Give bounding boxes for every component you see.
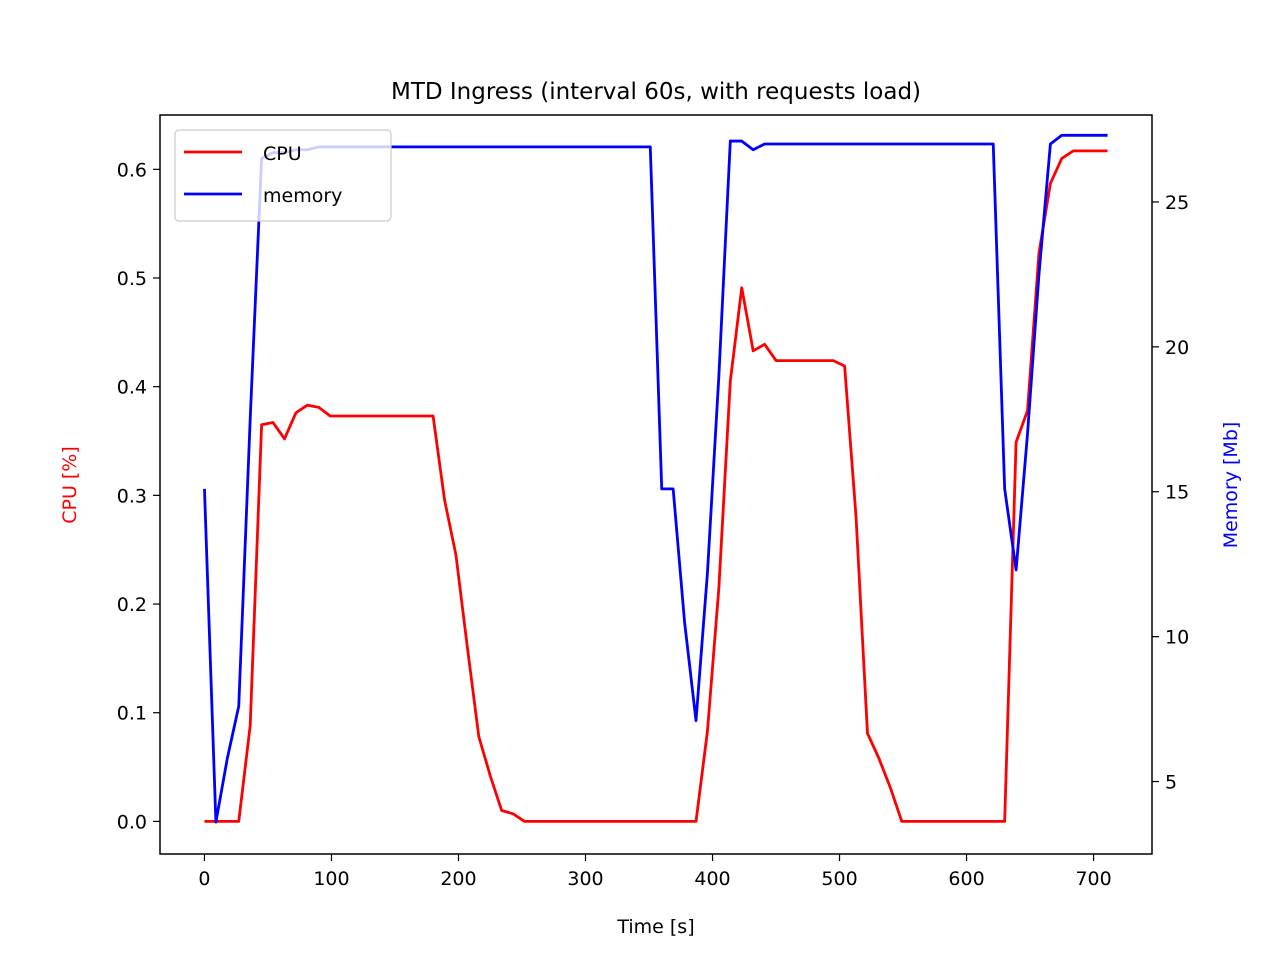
y-right-tick-label: 25 bbox=[1165, 192, 1189, 214]
y-axis-right: 5 10 15 20 25 bbox=[1152, 192, 1189, 794]
y-left-tick-label: 0.0 bbox=[117, 811, 147, 833]
y-axis-right-label: Memory [Mb] bbox=[1220, 422, 1242, 549]
x-tick-label: 600 bbox=[948, 868, 984, 890]
x-tick-label: 500 bbox=[821, 868, 857, 890]
x-axis: 0 100 200 300 400 500 600 700 bbox=[198, 854, 1112, 890]
x-tick-label: 700 bbox=[1075, 868, 1111, 890]
y-left-tick-label: 0.6 bbox=[117, 159, 147, 181]
y-left-tick-label: 0.1 bbox=[117, 703, 147, 725]
y-right-tick-label: 10 bbox=[1165, 627, 1189, 649]
legend-label-memory: memory bbox=[263, 185, 342, 207]
chart-title: MTD Ingress (interval 60s, with requests… bbox=[391, 79, 921, 105]
x-tick-label: 300 bbox=[567, 868, 603, 890]
y-right-tick-label: 15 bbox=[1165, 482, 1189, 504]
y-axis-left-label: CPU [%] bbox=[59, 446, 81, 524]
y-left-tick-label: 0.5 bbox=[117, 268, 147, 290]
y-right-tick-label: 5 bbox=[1165, 772, 1177, 794]
plot-frame bbox=[159, 114, 1153, 855]
y-left-tick-label: 0.4 bbox=[117, 377, 147, 399]
legend: CPU memory bbox=[174, 129, 392, 222]
x-tick-label: 200 bbox=[440, 868, 476, 890]
x-tick-label: 100 bbox=[313, 868, 349, 890]
x-axis-label: Time [s] bbox=[616, 916, 694, 938]
y-left-tick-label: 0.3 bbox=[117, 485, 147, 507]
y-axis-left: 0.0 0.1 0.2 0.3 0.4 0.5 0.6 bbox=[117, 159, 160, 833]
y-right-tick-label: 20 bbox=[1165, 337, 1189, 359]
y-left-tick-label: 0.2 bbox=[117, 594, 147, 616]
legend-label-cpu: CPU bbox=[263, 143, 302, 165]
series-line-cpu bbox=[204, 149, 1108, 823]
x-tick-label: 0 bbox=[198, 868, 210, 890]
x-tick-label: 400 bbox=[694, 868, 730, 890]
